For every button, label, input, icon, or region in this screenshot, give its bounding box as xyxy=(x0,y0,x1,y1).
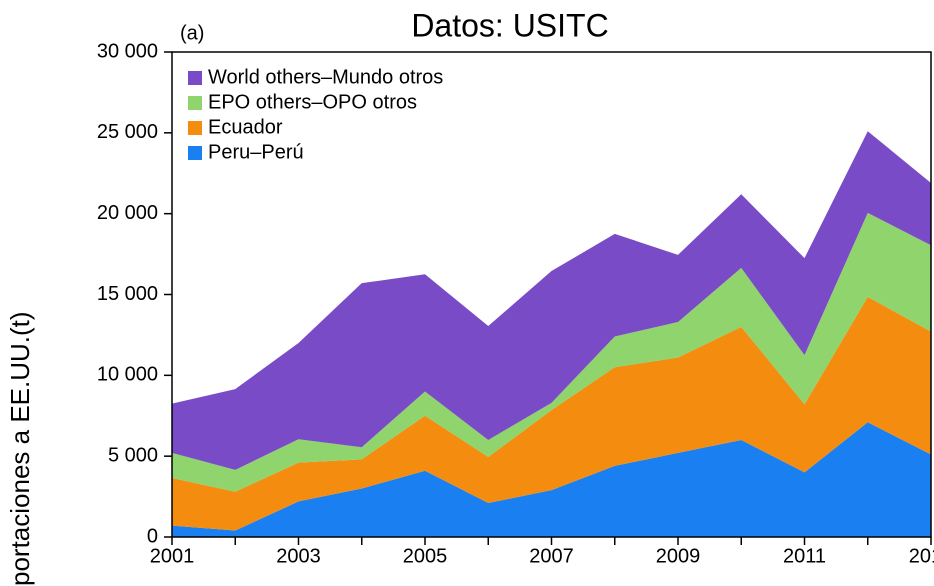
y-tick-label: 5 000 xyxy=(108,444,158,466)
x-tick-label: 2013 xyxy=(909,545,934,567)
area xyxy=(172,422,931,537)
x-tick-label: 2001 xyxy=(150,545,195,567)
y-tick-label: 10 000 xyxy=(97,364,158,386)
x-tick-label: 2007 xyxy=(529,545,574,567)
y-tick-label: 20 000 xyxy=(97,202,158,224)
legend-swatch xyxy=(188,96,202,110)
y-tick-label: 25 000 xyxy=(97,121,158,143)
panel-label: (a) xyxy=(180,22,204,44)
area xyxy=(172,212,931,492)
area xyxy=(172,296,931,531)
legend-label: World others–Mundo otros xyxy=(208,66,443,88)
y-tick-label: 30 000 xyxy=(97,40,158,62)
x-tick-label: 2003 xyxy=(276,545,321,567)
legend-swatch xyxy=(188,71,202,85)
x-tick-label: 2005 xyxy=(403,545,448,567)
legend-swatch xyxy=(188,121,202,135)
legend-swatch xyxy=(188,146,202,160)
legend-label: Ecuador xyxy=(208,116,283,138)
chart-title: Datos: USITC xyxy=(411,7,608,43)
x-tick-label: 2011 xyxy=(783,545,826,567)
x-tick-label: 2009 xyxy=(656,545,701,567)
y-axis-label: portaciones a EE.UU.(t) xyxy=(5,311,35,586)
legend-label: Peru–Perú xyxy=(208,141,304,163)
area xyxy=(172,131,931,470)
y-tick-label: 0 xyxy=(147,525,158,547)
y-tick-label: 15 000 xyxy=(97,283,158,305)
legend-label: EPO others–OPO otros xyxy=(208,91,417,113)
